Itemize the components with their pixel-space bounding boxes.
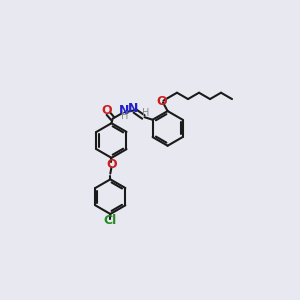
Text: H: H xyxy=(122,111,129,121)
Text: O: O xyxy=(157,95,167,108)
Text: H: H xyxy=(142,108,149,118)
Text: N: N xyxy=(118,103,129,116)
Text: Cl: Cl xyxy=(104,214,117,227)
Text: N: N xyxy=(128,102,139,115)
Text: O: O xyxy=(106,158,117,171)
Text: O: O xyxy=(101,104,112,117)
